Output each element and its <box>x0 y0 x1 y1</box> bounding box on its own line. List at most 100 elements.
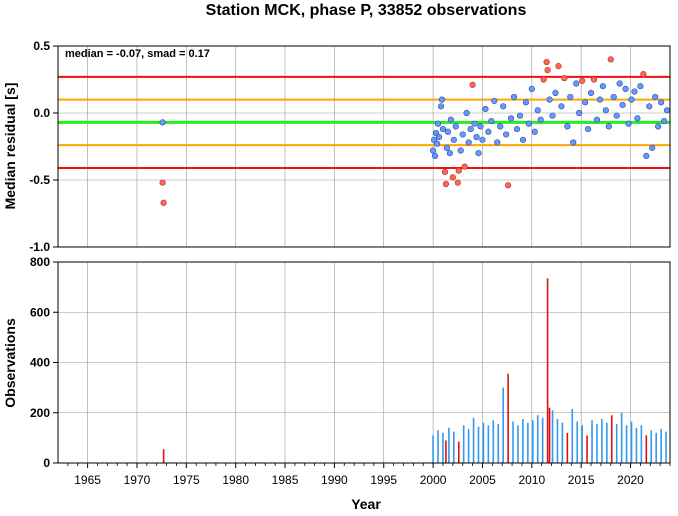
residual-point <box>596 96 604 103</box>
x-tick-label: 2010 <box>518 473 545 487</box>
observation-bar <box>625 425 628 463</box>
observation-bar <box>615 424 618 463</box>
outlier-point <box>454 179 461 186</box>
outlier-point <box>159 179 166 186</box>
residual-point <box>531 128 538 135</box>
residual-point <box>434 120 442 127</box>
residual-point <box>485 128 492 135</box>
residual-point <box>507 115 515 122</box>
residual-point <box>443 144 451 151</box>
observation-bar <box>571 408 574 463</box>
residual-point <box>658 99 665 106</box>
bottom-y-tick-label: 600 <box>30 305 50 319</box>
top-y-tick-label: 0.5 <box>33 39 50 53</box>
residual-point <box>473 134 480 141</box>
top-y-axis-label: Median residual [s] <box>2 83 18 210</box>
x-tick-label: 2000 <box>420 473 447 487</box>
residual-point <box>500 103 507 110</box>
observation-bar-red <box>548 407 551 463</box>
residual-point <box>482 105 489 113</box>
bottom-y-tick-label: 0 <box>43 456 50 470</box>
residual-point <box>446 150 453 157</box>
outlier-point <box>469 81 476 88</box>
observation-bar <box>620 412 623 463</box>
observation-bar <box>665 431 667 463</box>
observation-bar <box>487 425 490 463</box>
bottom-grid <box>58 261 670 464</box>
residual-point <box>660 117 668 125</box>
x-tick-label: 1980 <box>222 473 249 487</box>
residual-point <box>437 103 445 110</box>
residual-point <box>488 117 495 125</box>
observation-bar <box>472 417 475 463</box>
x-tick-label: 1965 <box>74 473 101 487</box>
observation-bar <box>492 420 495 463</box>
observation-bar <box>462 425 465 463</box>
residual-point <box>637 83 644 90</box>
outlier-point <box>579 77 586 84</box>
observation-bar <box>596 424 598 463</box>
observation-bar <box>517 425 519 463</box>
top-reference-lines <box>58 75 670 169</box>
observation-bar <box>477 426 480 463</box>
top-y-tick-label: 0.0 <box>33 106 50 120</box>
bottom-bars <box>162 278 667 463</box>
top-y-tick-label: -1.0 <box>29 240 50 254</box>
residual-point <box>433 140 441 147</box>
residual-point <box>549 112 556 119</box>
x-tick-label: 1975 <box>173 473 200 487</box>
residual-point <box>471 120 478 127</box>
outlier-point <box>160 199 167 206</box>
observation-bar-red <box>507 373 509 463</box>
residual-point <box>602 107 609 114</box>
observation-bar <box>551 410 554 463</box>
observation-bar <box>453 431 455 463</box>
residual-point <box>605 123 612 130</box>
bottom-y-tick-label: 400 <box>30 356 50 370</box>
residual-point <box>525 120 532 127</box>
outlier-point <box>590 76 598 83</box>
residual-point <box>452 123 459 130</box>
outlier-point <box>640 71 647 78</box>
residual-point <box>459 131 466 138</box>
observation-bar-red <box>645 435 648 463</box>
residual-point <box>528 85 535 92</box>
residual-point <box>593 116 601 123</box>
observation-bar-red <box>457 441 460 463</box>
top-y-tick-label: -0.5 <box>29 173 50 187</box>
residual-point <box>646 103 653 110</box>
x-tick-label: 2015 <box>568 473 595 487</box>
observation-bar <box>512 421 514 463</box>
observation-bar-red <box>566 432 569 463</box>
residual-point <box>610 93 617 101</box>
residual-point <box>652 93 659 101</box>
residual-point <box>537 116 544 123</box>
residual-point <box>477 123 484 130</box>
residual-point <box>634 115 641 122</box>
observation-bar-red <box>610 415 613 463</box>
residual-point <box>613 112 620 119</box>
residual-point <box>447 116 454 123</box>
residual-point <box>503 131 510 138</box>
observation-bar <box>635 427 638 463</box>
residual-point <box>564 123 571 130</box>
residual-point <box>587 89 595 96</box>
top-plot-frame <box>57 45 671 248</box>
outlier-point <box>543 58 550 66</box>
outlier-point <box>505 182 512 189</box>
residual-point <box>625 120 632 127</box>
observation-bar <box>606 422 608 463</box>
observation-bar <box>591 420 593 463</box>
outlier-point <box>442 180 450 188</box>
x-tick-label: 1970 <box>124 473 151 487</box>
observation-bar <box>650 430 653 463</box>
observation-bar <box>467 429 470 463</box>
residual-point <box>616 80 623 87</box>
x-tick-label: 1990 <box>321 473 348 487</box>
x-axis: 1965 1970 1975 1980 1985 1990 1995 2000 2005 2010… <box>67 463 671 487</box>
x-tick-label: 1995 <box>370 473 397 487</box>
observation-bar <box>630 421 633 463</box>
x-tick-label: 2005 <box>469 473 496 487</box>
outlier-point <box>449 174 456 181</box>
